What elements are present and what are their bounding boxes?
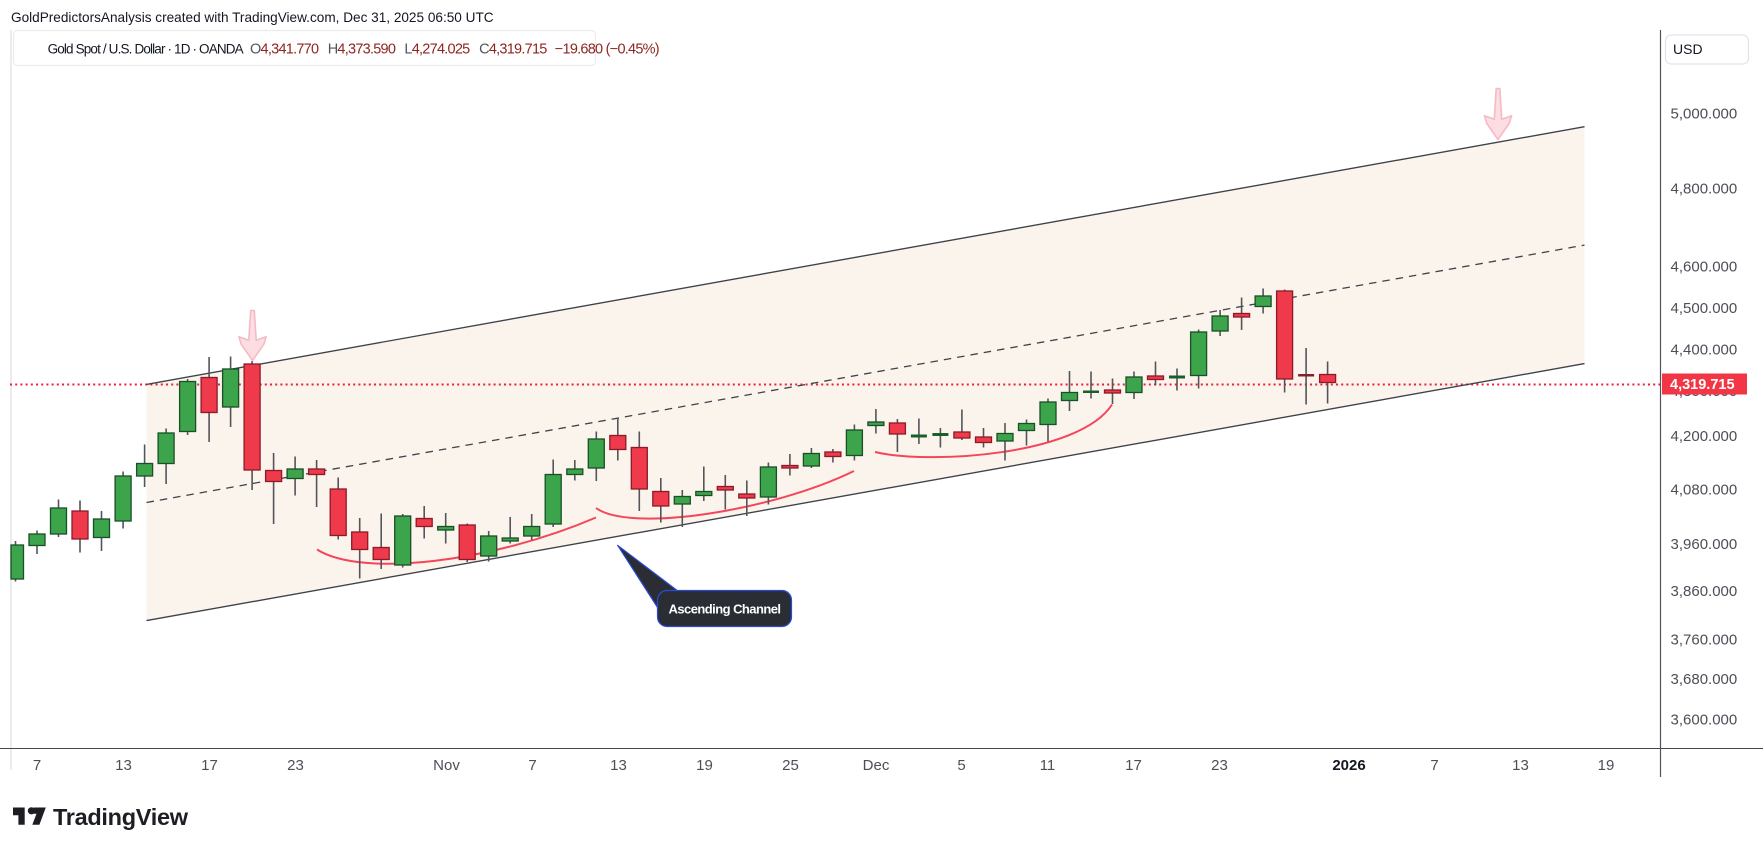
- svg-text:13: 13: [1512, 757, 1529, 774]
- svg-text:25: 25: [782, 757, 799, 774]
- svg-text:3,960.000: 3,960.000: [1671, 536, 1738, 553]
- svg-text:4,080.000: 4,080.000: [1671, 481, 1738, 498]
- svg-text:Dec: Dec: [863, 757, 890, 774]
- svg-text:13: 13: [115, 757, 132, 774]
- svg-text:GoldPredictorsAnalysis created: GoldPredictorsAnalysis created with Trad…: [11, 10, 494, 25]
- svg-text:4,319.715: 4,319.715: [1670, 377, 1735, 393]
- svg-text:13: 13: [610, 757, 627, 774]
- svg-text:19: 19: [696, 757, 713, 774]
- svg-text:17: 17: [1125, 757, 1142, 774]
- svg-text:4,800.000: 4,800.000: [1671, 180, 1738, 197]
- svg-text:H4,373.590: H4,373.590: [328, 41, 396, 57]
- svg-text:−19.680 (−0.45%): −19.680 (−0.45%): [555, 41, 659, 57]
- svg-text:23: 23: [1211, 757, 1228, 774]
- svg-text:3,860.000: 3,860.000: [1671, 583, 1738, 600]
- svg-text:5,000.000: 5,000.000: [1671, 105, 1738, 122]
- svg-text:19: 19: [1598, 757, 1615, 774]
- svg-text:3,680.000: 3,680.000: [1671, 671, 1738, 688]
- svg-text:3,760.000: 3,760.000: [1671, 632, 1738, 649]
- svg-text:3,600.000: 3,600.000: [1671, 711, 1738, 728]
- svg-text:4,600.000: 4,600.000: [1671, 259, 1738, 276]
- svg-text:17: 17: [201, 757, 218, 774]
- svg-text:USD: USD: [1673, 41, 1703, 57]
- svg-text:O4,341.770: O4,341.770: [250, 41, 319, 57]
- svg-text:Nov: Nov: [433, 757, 460, 774]
- svg-text:4,200.000: 4,200.000: [1671, 428, 1738, 445]
- svg-text:L4,274.025: L4,274.025: [404, 41, 470, 57]
- svg-text:4,500.000: 4,500.000: [1671, 300, 1738, 317]
- svg-text:Ascending Channel: Ascending Channel: [669, 602, 781, 617]
- svg-text:5: 5: [957, 757, 965, 774]
- svg-text:11: 11: [1040, 757, 1056, 774]
- svg-text:7: 7: [528, 757, 536, 774]
- svg-text:23: 23: [287, 757, 304, 774]
- svg-text:C4,319.715: C4,319.715: [479, 41, 547, 57]
- svg-text:4,400.000: 4,400.000: [1671, 341, 1738, 358]
- svg-text:2026: 2026: [1332, 757, 1365, 774]
- svg-text:Gold Spot / U.S. Dollar · 1D ·: Gold Spot / U.S. Dollar · 1D · OANDA: [48, 41, 244, 56]
- svg-text:7: 7: [33, 757, 41, 774]
- svg-text:TradingView: TradingView: [53, 804, 189, 830]
- svg-text:7: 7: [1430, 757, 1438, 774]
